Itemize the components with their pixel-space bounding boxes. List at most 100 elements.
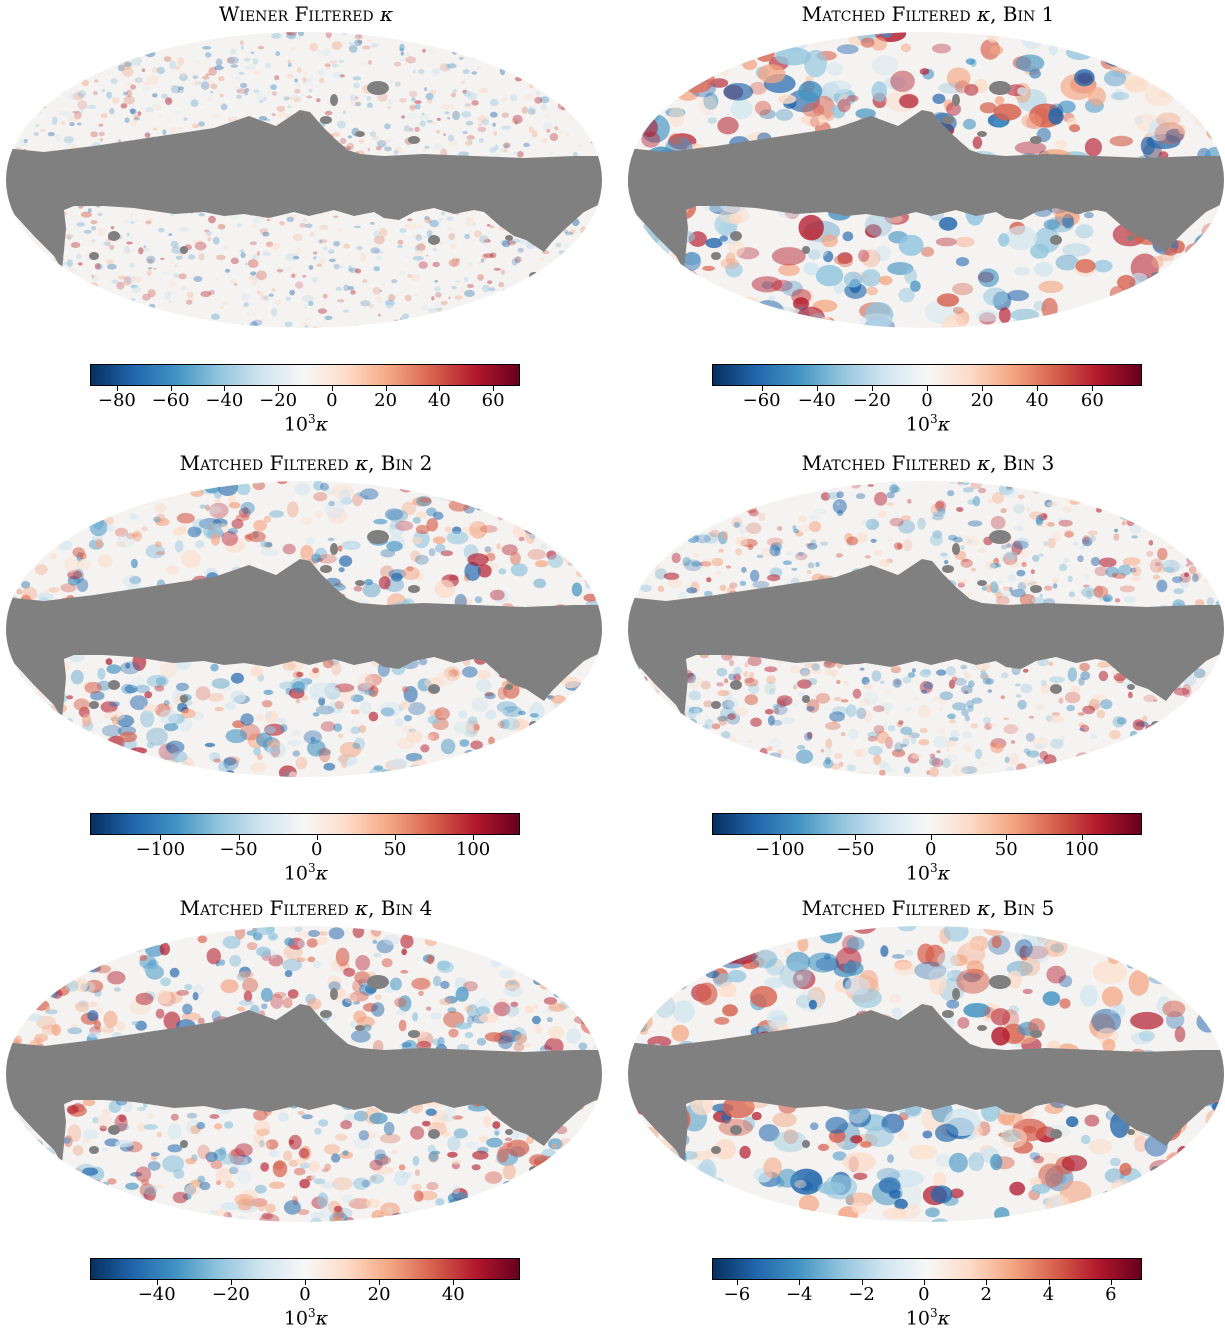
field-fluctuation [946, 666, 956, 676]
field-fluctuation [836, 502, 840, 506]
label-exponent: 3 [930, 861, 938, 875]
title-kappa: κ [355, 896, 368, 920]
field-fluctuation [24, 989, 39, 999]
field-fluctuation [34, 272, 43, 281]
field-fluctuation [168, 1217, 174, 1222]
field-fluctuation [501, 763, 507, 769]
field-fluctuation [1181, 775, 1188, 779]
field-fluctuation [160, 943, 170, 956]
point-source-mask [1030, 136, 1042, 144]
field-fluctuation [485, 546, 492, 553]
field-fluctuation [270, 243, 281, 250]
field-fluctuation [4, 220, 9, 226]
field-fluctuation [1052, 738, 1056, 742]
field-fluctuation [580, 226, 586, 233]
field-fluctuation [469, 318, 474, 324]
field-fluctuation [1069, 124, 1080, 132]
field-fluctuation [90, 519, 108, 536]
field-fluctuation [680, 65, 715, 93]
field-fluctuation [289, 290, 295, 296]
field-fluctuation [590, 1141, 605, 1153]
field-fluctuation [329, 927, 345, 939]
field-fluctuation [503, 320, 507, 323]
field-fluctuation [532, 318, 538, 323]
field-fluctuation [1016, 694, 1021, 697]
field-fluctuation [71, 934, 89, 945]
field-fluctuation [499, 326, 504, 330]
point-source-mask [320, 116, 332, 124]
field-fluctuation [1184, 298, 1208, 313]
field-fluctuation [626, 751, 632, 758]
field-fluctuation [487, 224, 491, 227]
field-fluctuation [681, 756, 690, 764]
field-fluctuation [874, 492, 887, 506]
field-fluctuation [513, 1043, 524, 1052]
field-fluctuation [55, 134, 61, 142]
field-fluctuation [551, 42, 561, 50]
field-fluctuation [879, 276, 892, 286]
field-fluctuation [626, 667, 633, 677]
point-source-mask [108, 680, 120, 690]
field-fluctuation [165, 30, 174, 34]
field-fluctuation [353, 925, 365, 938]
field-fluctuation [301, 1114, 313, 1119]
field-fluctuation [4, 1217, 15, 1224]
field-fluctuation [198, 81, 201, 84]
field-fluctuation [636, 86, 657, 97]
field-fluctuation [718, 549, 723, 553]
label-exponent: 3 [930, 412, 938, 426]
field-fluctuation [888, 725, 896, 732]
field-fluctuation [527, 107, 535, 113]
field-fluctuation [474, 230, 482, 237]
field-fluctuation [626, 39, 646, 54]
field-fluctuation [1212, 702, 1219, 707]
field-fluctuation [502, 286, 507, 292]
field-fluctuation [35, 564, 48, 575]
field-fluctuation [101, 742, 115, 756]
field-fluctuation [152, 45, 157, 50]
field-fluctuation [223, 936, 241, 949]
field-fluctuation [579, 234, 584, 241]
field-fluctuation [890, 71, 915, 92]
field-fluctuation [1046, 502, 1057, 507]
field-fluctuation [417, 479, 436, 489]
field-fluctuation [590, 243, 598, 248]
field-fluctuation [375, 256, 382, 260]
field-fluctuation [791, 568, 797, 571]
field-fluctuation [936, 669, 946, 675]
field-fluctuation [534, 97, 542, 104]
field-fluctuation [272, 113, 276, 116]
field-fluctuation [11, 83, 18, 88]
field-fluctuation [498, 479, 511, 484]
field-fluctuation [585, 578, 590, 583]
field-fluctuation [672, 553, 681, 563]
field-fluctuation [1006, 766, 1014, 773]
field-fluctuation [130, 747, 147, 754]
field-fluctuation [846, 704, 857, 717]
field-fluctuation [574, 113, 576, 116]
field-fluctuation [417, 327, 422, 330]
field-fluctuation [653, 73, 673, 87]
field-fluctuation [841, 732, 846, 736]
field-fluctuation [664, 484, 674, 488]
field-fluctuation [570, 549, 579, 560]
field-fluctuation [1035, 703, 1045, 711]
field-fluctuation [31, 53, 36, 56]
field-fluctuation [328, 501, 334, 506]
field-fluctuation [9, 1206, 27, 1222]
field-fluctuation [271, 308, 277, 317]
field-fluctuation [349, 45, 358, 53]
field-fluctuation [90, 49, 100, 55]
field-fluctuation [866, 287, 878, 296]
field-fluctuation [313, 492, 327, 501]
field-fluctuation [176, 256, 183, 260]
field-fluctuation [42, 265, 46, 269]
field-fluctuation [578, 1215, 590, 1224]
field-fluctuation [295, 281, 303, 289]
field-fluctuation [1110, 747, 1118, 754]
field-fluctuation [570, 44, 576, 50]
field-fluctuation [336, 287, 342, 291]
field-fluctuation [93, 489, 113, 498]
field-fluctuation [220, 306, 224, 310]
field-fluctuation [22, 261, 29, 268]
